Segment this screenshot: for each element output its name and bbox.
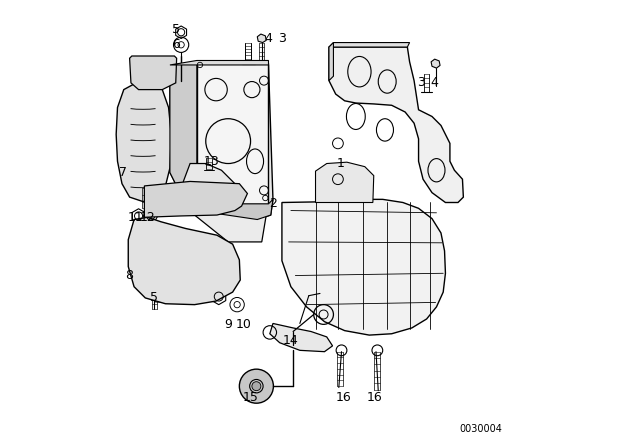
Text: 15: 15 xyxy=(243,391,259,405)
Text: 2: 2 xyxy=(269,197,277,211)
Polygon shape xyxy=(128,217,240,305)
Polygon shape xyxy=(170,63,197,204)
Polygon shape xyxy=(170,65,273,220)
Text: 12: 12 xyxy=(140,211,156,224)
Polygon shape xyxy=(270,323,333,352)
Polygon shape xyxy=(130,56,177,90)
Polygon shape xyxy=(329,43,333,81)
Polygon shape xyxy=(431,59,440,68)
Text: 13: 13 xyxy=(204,155,220,168)
Text: 16: 16 xyxy=(336,391,351,405)
Text: 7: 7 xyxy=(119,166,127,179)
Text: 5: 5 xyxy=(150,291,158,305)
Text: 6: 6 xyxy=(172,38,180,52)
Polygon shape xyxy=(257,34,266,43)
Text: 14: 14 xyxy=(283,334,299,347)
Text: 0030004: 0030004 xyxy=(459,424,502,434)
Text: 4: 4 xyxy=(264,31,273,45)
Polygon shape xyxy=(197,63,269,204)
Text: 16: 16 xyxy=(367,391,383,405)
Text: 3: 3 xyxy=(417,76,425,90)
Polygon shape xyxy=(184,164,266,242)
Polygon shape xyxy=(184,164,237,211)
Circle shape xyxy=(252,382,261,391)
Text: 4: 4 xyxy=(430,76,438,90)
Circle shape xyxy=(239,369,273,403)
Polygon shape xyxy=(329,47,463,202)
Polygon shape xyxy=(116,82,172,202)
Text: 5: 5 xyxy=(172,22,180,36)
Polygon shape xyxy=(184,199,273,220)
Polygon shape xyxy=(329,43,410,47)
Text: 9: 9 xyxy=(224,318,232,332)
Polygon shape xyxy=(145,181,248,217)
Polygon shape xyxy=(316,162,374,202)
Text: 11: 11 xyxy=(127,211,143,224)
Polygon shape xyxy=(282,199,445,335)
Text: 8: 8 xyxy=(125,269,134,282)
Text: 1: 1 xyxy=(336,157,344,170)
Polygon shape xyxy=(170,60,269,65)
Text: 10: 10 xyxy=(236,318,252,332)
Text: 3: 3 xyxy=(278,31,286,45)
